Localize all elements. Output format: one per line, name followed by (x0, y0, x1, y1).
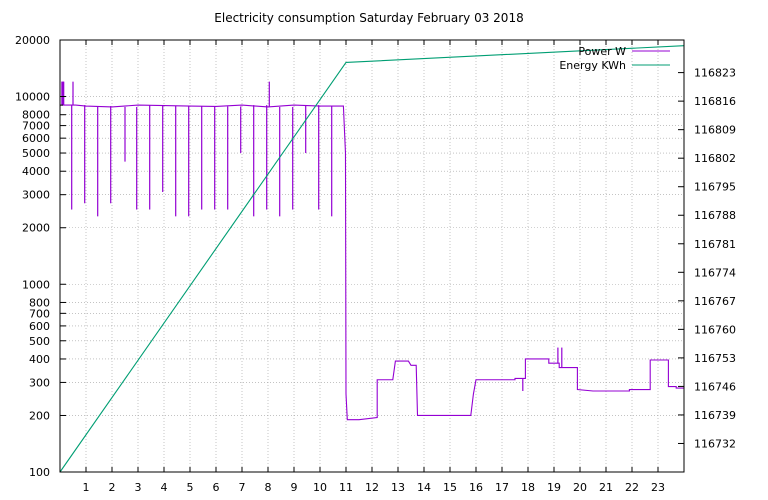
y-right-tick-label: 116732 (694, 437, 736, 450)
x-tick-label: 15 (443, 481, 457, 494)
x-tick-label: 10 (313, 481, 327, 494)
y-right-axis-ticks: 116732 116739 116746 116753 116760 116767 1167… (678, 67, 736, 450)
y-left-tick-label: 5000 (22, 147, 50, 160)
x-tick-label: 19 (547, 481, 561, 494)
x-tick-label: 8 (265, 481, 272, 494)
x-tick-label: 13 (391, 481, 405, 494)
power-line (61, 104, 684, 421)
y-left-tick-label: 4000 (22, 165, 50, 178)
y-right-tick-label: 116788 (694, 209, 736, 222)
x-tick-label: 21 (599, 481, 613, 494)
y-left-tick-label: 1000 (22, 278, 50, 291)
x-tick-label: 11 (339, 481, 353, 494)
y-right-tick-label: 116795 (694, 181, 736, 194)
grid (60, 39, 684, 473)
y-left-tick-label: 200 (29, 409, 50, 422)
energy-line (59, 45, 685, 473)
x-tick-label: 6 (213, 481, 220, 494)
x-tick-label: 12 (365, 481, 379, 494)
legend-label-power: Power W (578, 45, 626, 58)
y-left-tick-label: 2000 (22, 222, 50, 235)
y-left-tick-label: 10000 (15, 91, 50, 104)
y-right-tick-label: 116767 (694, 295, 736, 308)
x-tick-label: 4 (161, 481, 168, 494)
x-tick-label: 1 (83, 481, 90, 494)
y-left-tick-label: 500 (29, 335, 50, 348)
y-right-tick-label: 116739 (694, 409, 736, 422)
y-right-tick-label: 116781 (694, 238, 736, 251)
y-right-tick-label: 116802 (694, 152, 736, 165)
energy-series (59, 45, 685, 473)
chart-title: Electricity consumption Saturday Februar… (214, 11, 523, 25)
y-left-tick-label: 800 (29, 296, 50, 309)
x-tick-label: 5 (187, 481, 194, 494)
y-left-tick-label: 3000 (22, 189, 50, 202)
y-left-tick-label: 300 (29, 376, 50, 389)
y-left-tick-label: 6000 (22, 132, 50, 145)
y-right-tick-label: 116823 (694, 67, 736, 80)
x-tick-label: 7 (239, 481, 246, 494)
y-right-tick-label: 116753 (694, 352, 736, 365)
x-tick-label: 2 (109, 481, 116, 494)
y-right-tick-label: 116760 (694, 323, 736, 336)
x-tick-label: 9 (291, 481, 298, 494)
y-right-tick-label: 116816 (694, 95, 736, 108)
legend-label-energy: Energy KWh (559, 59, 626, 72)
x-tick-label: 16 (469, 481, 483, 494)
power-series (61, 81, 684, 421)
y-right-tick-label: 116746 (694, 380, 736, 393)
x-tick-label: 23 (651, 481, 665, 494)
x-tick-label: 17 (495, 481, 509, 494)
y-left-tick-label: 8000 (22, 109, 50, 122)
x-tick-label: 18 (521, 481, 535, 494)
y-left-tick-label: 400 (29, 353, 50, 366)
x-tick-label: 14 (417, 481, 431, 494)
y-left-tick-label: 7000 (22, 120, 50, 133)
y-left-tick-label: 100 (29, 466, 50, 479)
y-left-tick-label: 20000 (15, 34, 50, 47)
x-tick-label: 20 (573, 481, 587, 494)
y-right-tick-label: 116809 (694, 124, 736, 137)
y-left-tick-label: 700 (29, 307, 50, 320)
y-left-tick-label: 600 (29, 320, 50, 333)
y-right-tick-label: 116774 (694, 266, 736, 279)
x-axis-ticks: 1 2 3 4 5 6 7 8 9 10 11 12 13 14 15 16 17 18 19 20 21 22 23 (83, 40, 665, 494)
x-tick-label: 3 (135, 481, 142, 494)
power-start-block (61, 81, 65, 106)
legend: Power W Energy KWh (559, 45, 670, 72)
x-tick-label: 22 (625, 481, 639, 494)
